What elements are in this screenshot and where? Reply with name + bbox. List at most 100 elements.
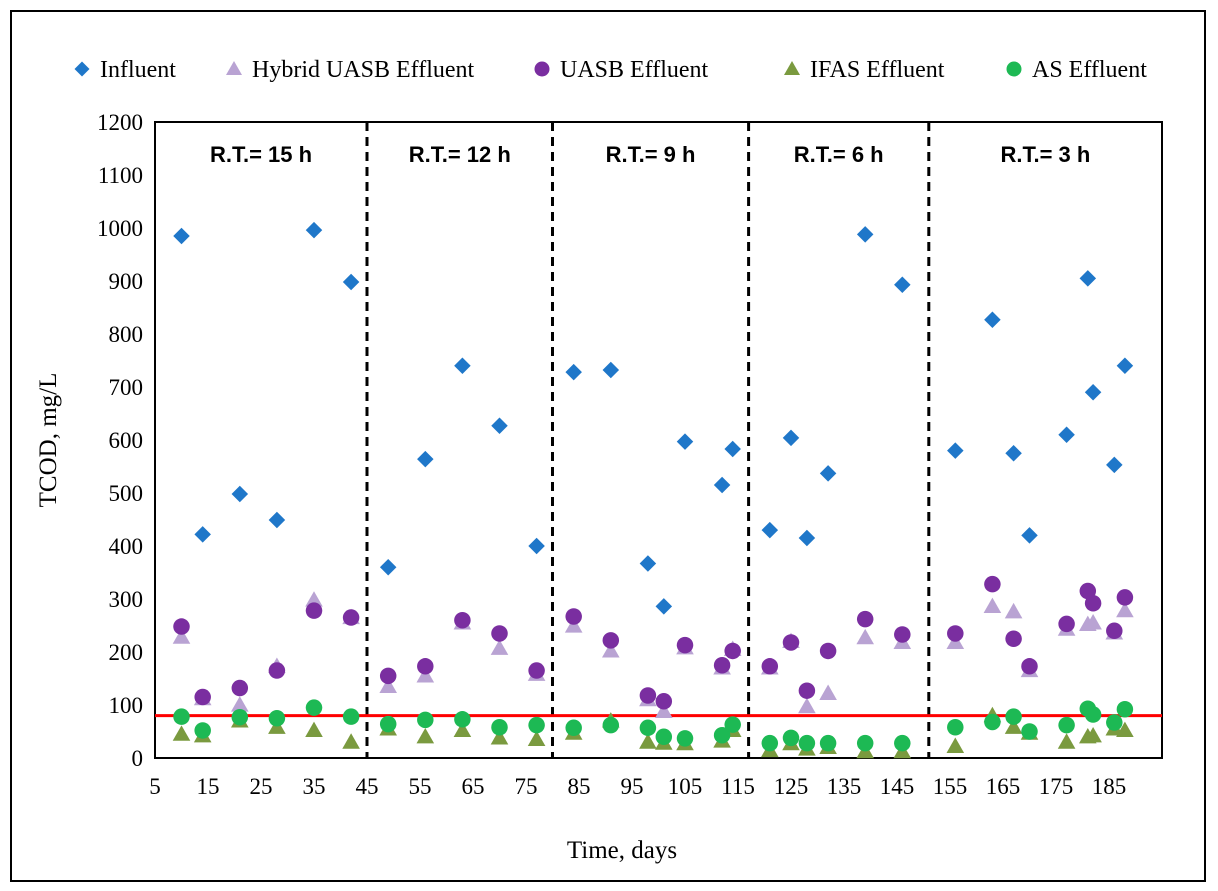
data-point <box>1116 357 1134 375</box>
legend: Influent Hybrid UASB Effluent UASB Effluen… <box>74 57 1147 83</box>
legend-marker-influent <box>74 61 90 77</box>
data-point <box>1004 602 1023 619</box>
legend-marker-as-effluent <box>1006 61 1022 77</box>
data-point <box>856 628 874 645</box>
y-tick-label: 800 <box>109 322 144 347</box>
data-point <box>194 688 211 706</box>
y-tick-label: 1200 <box>97 110 143 135</box>
data-point <box>1005 630 1022 647</box>
data-point <box>655 693 673 710</box>
data-point <box>713 657 731 674</box>
data-point <box>379 677 397 694</box>
legend-label: IFAS Effluent <box>810 57 945 83</box>
data-point <box>676 636 694 654</box>
data-point <box>1005 708 1022 725</box>
series-influent <box>173 221 1134 615</box>
data-point <box>602 632 620 649</box>
scatter-chart: Influent Hybrid UASB Effluent UASB Effluen… <box>35 57 1163 864</box>
data-point <box>194 526 211 543</box>
data-point <box>639 733 657 749</box>
legend-label: UASB Effluent <box>560 57 709 83</box>
data-point <box>983 597 1002 614</box>
x-tick-label: 155 <box>933 774 968 799</box>
y-tick-label: 300 <box>109 587 144 612</box>
data-point <box>1004 718 1023 734</box>
data-point <box>564 617 583 633</box>
legend-label: Influent <box>100 57 176 83</box>
region-label: R.T.= 6 h <box>794 142 884 167</box>
x-tick-label: 25 <box>250 774 273 799</box>
data-point <box>1084 726 1102 743</box>
data-point <box>856 610 874 628</box>
y-tick-label: 400 <box>109 534 144 559</box>
region-dividers: R.T.= 15 h R.T.= 12 h R.T.= 9 h R.T.= 6 h R.… <box>210 122 1090 758</box>
data-point <box>173 708 190 725</box>
x-tick-label: 95 <box>621 774 644 799</box>
x-tick-label: 125 <box>774 774 809 799</box>
data-point <box>490 639 509 655</box>
data-point <box>342 733 360 749</box>
data-point <box>1058 615 1075 633</box>
data-point <box>172 725 191 741</box>
legend-marker-ifas-effluent <box>784 61 800 75</box>
x-tick-label: 105 <box>668 774 703 799</box>
data-point <box>491 625 508 642</box>
legend-marker-uasb-effluent <box>534 61 550 77</box>
data-point <box>305 591 323 607</box>
data-point <box>1116 721 1134 738</box>
data-point <box>602 642 620 658</box>
x-tick-label: 135 <box>827 774 862 799</box>
data-point <box>602 716 620 734</box>
data-point <box>342 708 360 725</box>
data-point <box>1079 270 1097 287</box>
x-tick-label: 5 <box>149 774 161 799</box>
data-point <box>491 719 508 736</box>
data-point <box>894 276 911 293</box>
y-tick-label: 600 <box>109 428 144 453</box>
legend-marker-hybrid-uasb-effluent <box>226 61 242 75</box>
data-point <box>798 697 816 714</box>
data-point <box>1106 456 1123 474</box>
data-point <box>819 734 837 752</box>
data-point <box>173 227 190 245</box>
data-point <box>491 417 508 434</box>
data-point <box>947 625 964 642</box>
data-point <box>819 684 837 700</box>
data-point <box>1058 426 1075 443</box>
data-point <box>379 715 397 733</box>
data-point <box>984 311 1001 328</box>
data-point <box>231 708 249 726</box>
data-point <box>1005 445 1022 462</box>
y-tick-label: 0 <box>132 746 144 771</box>
data-point <box>1021 723 1038 740</box>
x-tick-label: 55 <box>409 774 432 799</box>
x-tick-label: 165 <box>986 774 1021 799</box>
legend-label: AS Effluent <box>1032 57 1147 83</box>
data-point <box>798 734 816 752</box>
data-point <box>417 450 434 468</box>
data-point <box>655 702 673 718</box>
x-axis-ticks: 5 15 25 35 45 55 65 75 85 95 105 115 125 135 145 155 165… <box>149 774 1126 799</box>
data-point <box>819 465 837 482</box>
y-tick-label: 200 <box>109 640 144 665</box>
y-tick-label: 700 <box>109 375 144 400</box>
x-tick-label: 35 <box>303 774 326 799</box>
data-point <box>676 433 694 450</box>
series-as-effluent <box>173 699 1134 752</box>
x-tick-label: 185 <box>1092 774 1127 799</box>
data-point <box>454 357 471 375</box>
x-tick-label: 45 <box>356 774 379 799</box>
data-point <box>947 442 964 459</box>
chart-frame: Influent Hybrid UASB Effluent UASB Effluen… <box>10 10 1206 882</box>
x-tick-label: 115 <box>721 774 755 799</box>
data-point <box>305 221 323 239</box>
data-point <box>761 658 779 675</box>
data-point <box>528 662 545 679</box>
data-point <box>761 521 779 539</box>
data-point <box>417 711 434 729</box>
data-point <box>1116 589 1134 606</box>
data-point <box>984 575 1001 593</box>
data-point <box>454 611 471 629</box>
data-point <box>268 662 286 679</box>
data-point <box>1021 527 1038 544</box>
